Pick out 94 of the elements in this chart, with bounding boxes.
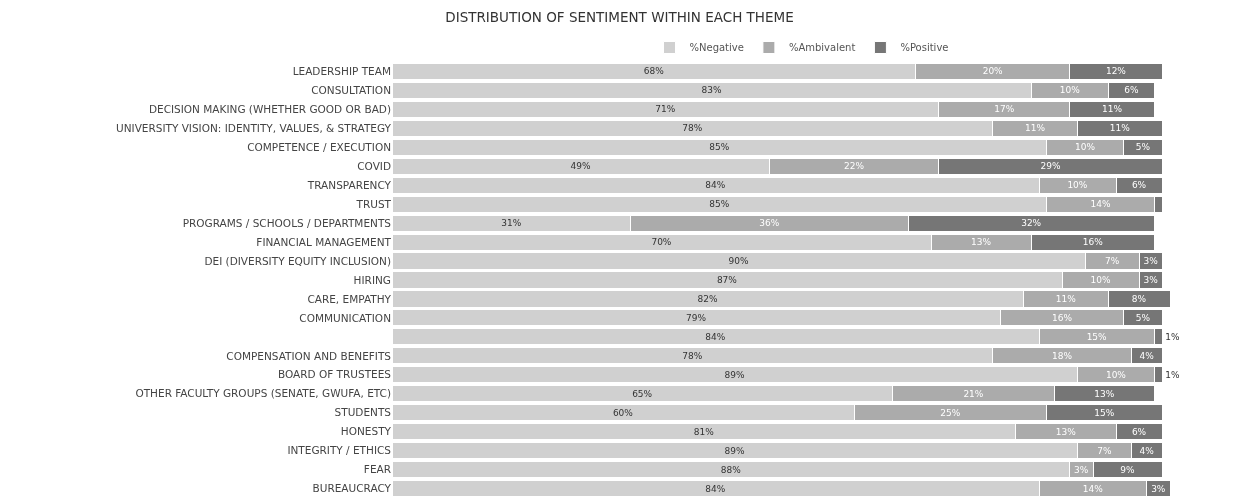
y-tick-label: LEADERSHIP TEAM <box>292 65 391 78</box>
data-label: 6% <box>1131 180 1147 191</box>
y-tick-label: PROGRAMS / SCHOOLS / DEPARTMENTS <box>182 216 392 229</box>
y-tick-label: BOARD OF TRUSTEES <box>277 368 392 381</box>
data-label: 14% <box>1082 483 1104 494</box>
data-label: 8% <box>1131 293 1147 304</box>
data-label: 10% <box>1105 369 1127 380</box>
data-label: 15% <box>1094 407 1115 418</box>
data-label: 4% <box>1139 350 1155 361</box>
y-tick-label: HIRING <box>353 273 391 286</box>
y-tick-label: INTEGRITY / ETHICS <box>287 444 392 457</box>
data-label: 78% <box>682 123 703 134</box>
data-label: 18% <box>1051 350 1073 361</box>
data-label: 22% <box>843 161 865 172</box>
y-tick-label: STUDENTS <box>334 406 392 419</box>
legend-label: %Positive <box>900 42 949 54</box>
y-tick-label: TRANSPARENCY <box>306 178 392 191</box>
data-label: 90% <box>728 256 749 267</box>
data-label: 3% <box>1151 483 1166 494</box>
data-label: 10% <box>1067 180 1088 191</box>
y-tick-label: FEAR <box>363 463 391 476</box>
data-label: 6% <box>1131 426 1147 437</box>
y-tick-label: COMPENSATION AND BENEFITS <box>226 349 392 362</box>
data-label: 11% <box>1055 293 1077 304</box>
data-label: 83% <box>701 85 722 96</box>
y-tick-label: UNIVERSITY VISION: IDENTITY, VALUES, & STRATEGY <box>116 122 392 135</box>
data-label: 49% <box>570 161 591 172</box>
data-label: 60% <box>612 407 634 418</box>
data-label: 89% <box>724 445 746 456</box>
data-label: 79% <box>686 312 707 323</box>
legend-label: %Ambivalent <box>788 42 856 54</box>
chart-title: DISTRIBUTION OF SENTIMENT WITHIN EACH THEME <box>445 9 794 25</box>
y-tick-label: DECISION MAKING (WHETHER GOOD OR BAD) <box>148 103 391 116</box>
y-tick-label: BUREAUCRACY <box>312 482 392 495</box>
data-label: 11% <box>1109 123 1131 134</box>
data-label: 85% <box>709 142 730 153</box>
data-label: 65% <box>632 388 653 399</box>
data-label: 25% <box>940 407 961 418</box>
data-label: 36% <box>759 218 780 229</box>
data-label: 7% <box>1104 256 1120 267</box>
data-label: 32% <box>1021 218 1042 229</box>
data-label: 71% <box>655 104 676 115</box>
y-tick-label: DEI (DIVERSITY EQUITY INCLUSION) <box>204 254 391 267</box>
y-tick-label: CONSULTATION <box>311 84 391 97</box>
y-tick-label: CARE, EMPATHY <box>307 292 392 305</box>
data-label: 10% <box>1075 142 1096 153</box>
data-label: 13% <box>1094 388 1115 399</box>
data-label: 84% <box>705 180 726 191</box>
y-tick-label: COMPETENCE / EXECUTION <box>247 140 391 153</box>
data-label: 9% <box>1120 464 1136 475</box>
data-label: 84% <box>705 331 726 342</box>
data-label: 84% <box>705 483 726 494</box>
data-label: 13% <box>1055 426 1077 437</box>
y-tick-label: OTHER FACULTY GROUPS (SENATE, GWUFA, ETC) <box>135 387 391 400</box>
data-label: 1% <box>1165 331 1181 342</box>
data-label: 3% <box>1143 275 1159 285</box>
data-label: 78% <box>682 350 703 361</box>
data-label: 5% <box>1135 142 1151 153</box>
data-label: 3% <box>1143 256 1159 267</box>
data-label: 16% <box>1051 312 1073 323</box>
data-label: 16% <box>1082 237 1104 248</box>
data-label: 13% <box>971 237 992 248</box>
data-label: 89% <box>724 369 746 380</box>
data-label: 20% <box>982 66 1004 77</box>
data-label: 4% <box>1139 445 1155 456</box>
y-tick-label: COVID <box>357 159 391 172</box>
y-tick-label: COMMUNICATION <box>299 311 391 324</box>
y-tick-label: TRUST <box>355 197 392 210</box>
data-label: 6% <box>1124 85 1139 96</box>
data-label: 17% <box>994 104 1015 115</box>
data-label: 3% <box>1074 464 1089 475</box>
data-label: 14% <box>1090 199 1111 210</box>
data-label: 85% <box>709 199 730 210</box>
y-tick-label: HONESTY <box>340 425 392 438</box>
data-label: 70% <box>651 237 672 248</box>
data-label: 10% <box>1059 85 1081 96</box>
data-label: 88% <box>720 464 742 475</box>
data-label: 21% <box>963 388 984 399</box>
data-label: 81% <box>693 426 715 437</box>
data-label: 10% <box>1090 275 1111 285</box>
data-label: 31% <box>501 218 522 229</box>
data-label: 7% <box>1097 445 1112 456</box>
data-label: 15% <box>1086 331 1108 342</box>
y-tick-label: FINANCIAL MANAGEMENT <box>256 235 392 248</box>
data-label: 82% <box>697 293 719 304</box>
data-label: 29% <box>1040 161 1061 172</box>
data-label: 68% <box>643 66 665 77</box>
data-label: 1% <box>1165 369 1181 380</box>
data-label: 5% <box>1135 312 1151 323</box>
legend-label: %Negative <box>689 42 744 54</box>
data-label: 11% <box>1102 104 1123 115</box>
data-label: 11% <box>1025 123 1046 134</box>
data-label: 87% <box>716 275 738 285</box>
data-label: 12% <box>1105 66 1127 77</box>
